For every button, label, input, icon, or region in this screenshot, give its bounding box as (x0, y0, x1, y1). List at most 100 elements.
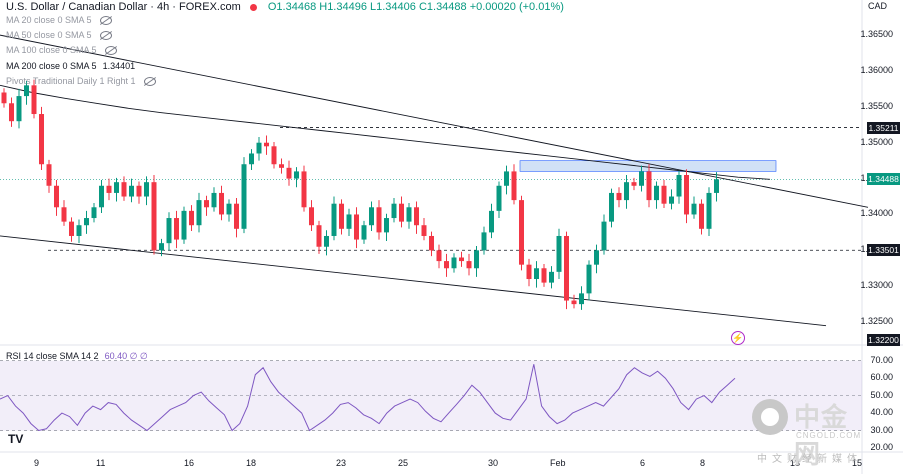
symbol-header[interactable]: U.S. Dollar / Canadian Dollar · 4h · FOR… (6, 1, 564, 13)
candle-body (654, 185, 659, 201)
candle-body (241, 164, 247, 229)
time-tick-label: 9 (34, 458, 40, 468)
price-level-badge: 1.34488 (867, 173, 900, 186)
candle-body (1, 92, 7, 104)
candle-body (436, 250, 442, 262)
candle-body (481, 232, 487, 251)
candle-body (189, 210, 194, 226)
candle-body (31, 85, 37, 115)
candle-body (549, 271, 554, 283)
time-tick-label: 6 (640, 458, 646, 468)
eye-hidden-icon[interactable] (99, 16, 112, 26)
candle-body (279, 164, 284, 168)
currency-label[interactable]: CAD (868, 1, 888, 11)
price-tick-label: 1.36500 (860, 29, 893, 40)
candle-body (166, 218, 172, 244)
candle-body (136, 185, 142, 197)
candle-body (159, 243, 164, 251)
candle-body (144, 182, 149, 197)
trend-line (0, 34, 869, 208)
candle-body (646, 171, 652, 201)
candle-body (106, 185, 112, 193)
candle-body (526, 264, 532, 280)
time-tick-label: 18 (246, 458, 257, 468)
eye-hidden-icon[interactable] (143, 77, 156, 87)
candle-body (196, 200, 202, 226)
candle-body (496, 185, 502, 211)
candle-body (46, 164, 52, 186)
indicator-ma50[interactable]: MA 50 close 0 SMA 5 (6, 30, 112, 41)
candle-body (91, 207, 97, 219)
candle-body (511, 171, 517, 201)
candle-body (61, 207, 67, 222)
candle-body (346, 214, 352, 229)
candle-body (661, 185, 667, 204)
candle-body (631, 182, 637, 186)
candle-body (586, 264, 592, 294)
candle-body (676, 175, 682, 197)
candle-body (601, 221, 607, 251)
candle-body (54, 185, 59, 208)
candle-body (354, 214, 359, 240)
candle-body (181, 210, 187, 240)
indicator-pivots[interactable]: Pivots Traditional Daily 1 Right 1 (6, 76, 156, 87)
rsi-header[interactable]: RSI 14 close SMA 14 2 60.40 ∅ ∅ (6, 351, 148, 361)
time-tick-label: 16 (184, 458, 195, 468)
flash-icon[interactable]: ⚡ (731, 331, 745, 345)
time-tick-label: 11 (96, 458, 106, 468)
candle-body (369, 207, 374, 226)
candle-body (294, 171, 299, 179)
candle-body (16, 96, 22, 122)
candle-body (9, 103, 14, 122)
time-tick-label: Feb (550, 458, 566, 468)
candle-body (256, 142, 262, 154)
trend-line (0, 235, 827, 327)
time-tick-label: 8 (700, 458, 706, 468)
rsi-tick-label: 20.00 (870, 442, 893, 452)
price-level-badge: 1.33501 (867, 244, 900, 257)
resistance-zone (519, 160, 777, 172)
candle-body (39, 114, 44, 165)
time-tick-label: 25 (398, 458, 409, 468)
candle-body (459, 257, 464, 262)
candle-body (249, 153, 254, 165)
ohlc-values: O1.34468 H1.34496 L1.34406 C1.34488 +0.0… (267, 1, 564, 13)
candle-body (474, 250, 479, 269)
candle-body (324, 235, 329, 247)
candle-body (541, 268, 547, 283)
price-tick-label: 1.32500 (860, 316, 893, 327)
rsi-tick-label: 40.00 (870, 407, 893, 418)
candle-body (399, 203, 404, 222)
cngold-logo-icon (752, 399, 788, 435)
candle-body (444, 261, 449, 269)
candle-body (286, 167, 292, 179)
candle-body (624, 182, 629, 201)
candle-body (714, 179, 719, 193)
price-tick-label: 1.35000 (860, 136, 893, 147)
candle-body (504, 171, 509, 186)
rsi-tick-label: 50.00 (870, 389, 893, 400)
time-tick-label: 15 (852, 458, 863, 468)
tradingview-logo-icon[interactable]: TV (8, 432, 24, 446)
candle-body (466, 261, 472, 269)
candle-body (204, 200, 209, 208)
indicator-ma100[interactable]: MA 100 close 0 SMA 5 (6, 45, 117, 56)
candle-body (594, 250, 599, 265)
indicator-ma20[interactable]: MA 20 close 0 SMA 5 (6, 15, 112, 26)
candle-body (639, 171, 644, 186)
candle-body (211, 192, 217, 208)
candle-body (384, 218, 389, 233)
candle-body (699, 203, 704, 229)
candle-body (226, 203, 232, 215)
candle-body (234, 203, 239, 229)
indicator-ma200[interactable]: MA 200 close 0 SMA 5 1.34401 (6, 61, 136, 71)
eye-hidden-icon[interactable] (99, 31, 112, 41)
rsi-tick-label: 30.00 (870, 424, 893, 435)
candle-body (339, 203, 344, 229)
price-tick-label: 1.33000 (860, 280, 893, 291)
candle-body (309, 207, 314, 226)
eye-hidden-icon[interactable] (104, 46, 117, 56)
candle-body (301, 171, 307, 208)
